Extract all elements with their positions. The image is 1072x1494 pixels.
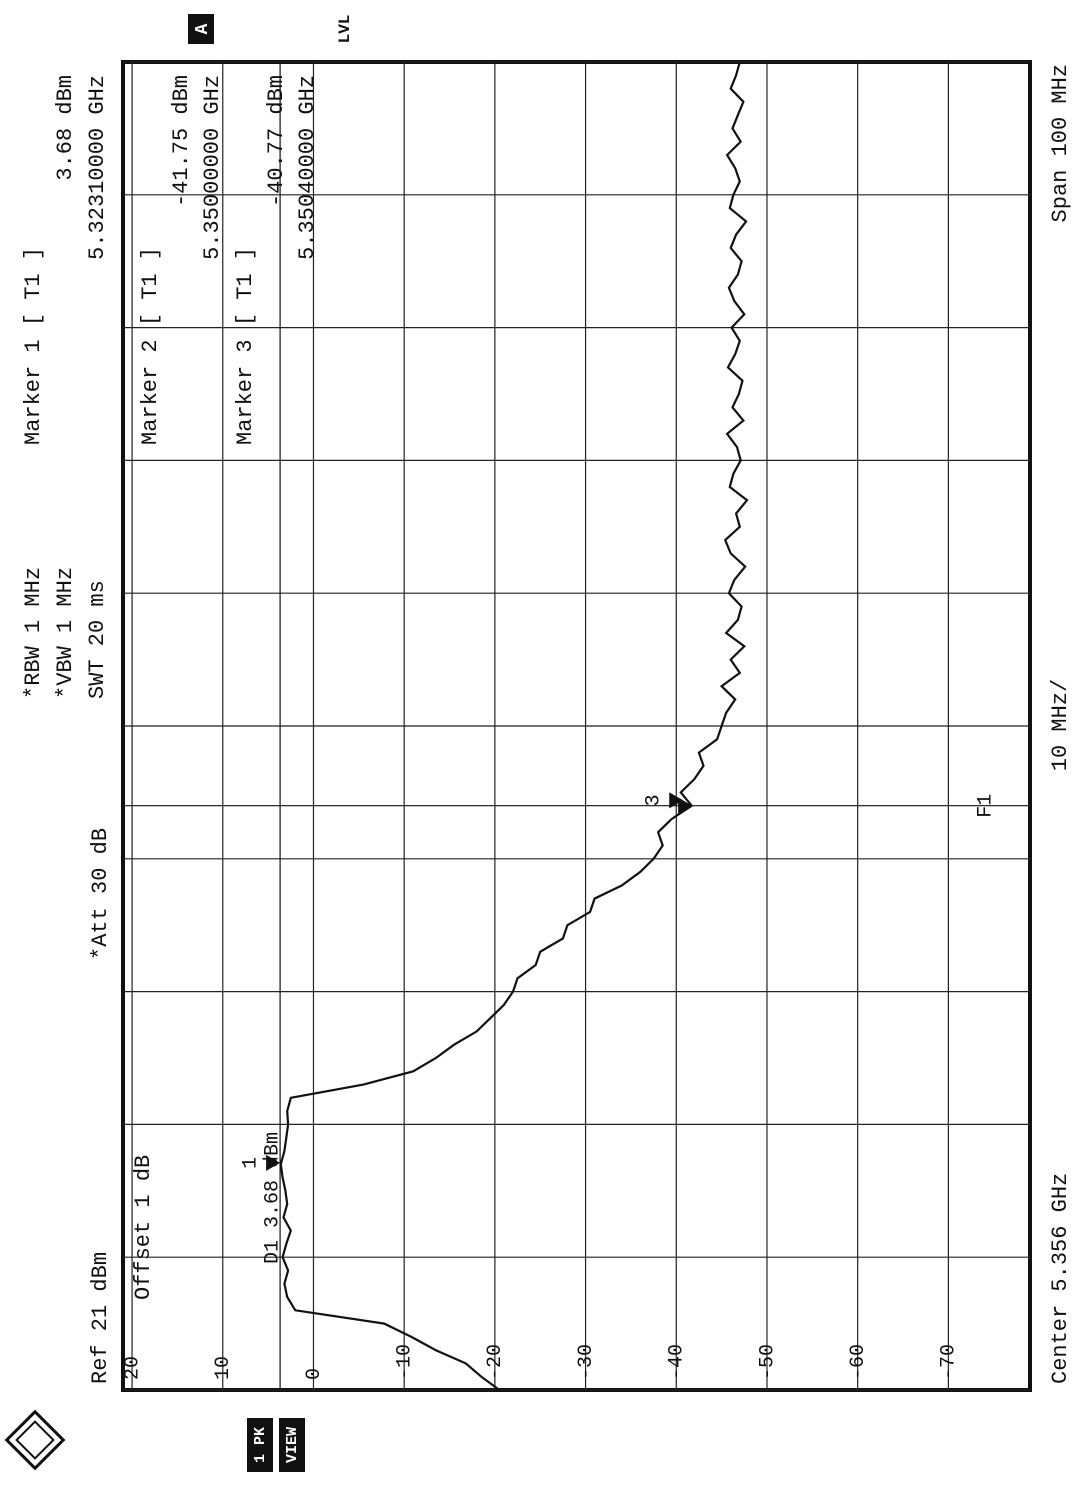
- display-line-label: D1 3.68 dBm: [261, 1132, 284, 1264]
- rs-logo: [4, 1409, 66, 1471]
- marker-level: -41.75 dBm: [169, 75, 194, 207]
- marker-symbol: 3: [643, 794, 666, 806]
- span: Span 100 MHz: [1048, 64, 1072, 222]
- y-tick-label: -20: [484, 1344, 507, 1380]
- trace-badge: A: [193, 23, 213, 34]
- y-tick-label: -50: [756, 1344, 779, 1380]
- marker-glyph: [266, 1154, 281, 1171]
- y-tick-label: 10: [212, 1356, 235, 1380]
- marker-name: Marker 2 [ T1 ]: [138, 247, 163, 445]
- marker-symbol: 1: [239, 1157, 262, 1169]
- rbw: *RBW 1 MHz: [21, 567, 46, 699]
- marker-freq: 5.35040000 GHz: [295, 75, 320, 260]
- vbw: *VBW 1 MHz: [53, 567, 78, 699]
- offset: Offset 1 dB: [131, 1155, 156, 1300]
- freq-line-label: F1: [974, 794, 997, 818]
- trace-mode: 1 PK: [252, 1427, 269, 1463]
- trace-mode-box: [247, 1418, 273, 1472]
- marker-freq: 5.32310000 GHz: [85, 75, 110, 260]
- marker-name: Marker 3 [ T1 ]: [233, 247, 258, 445]
- trace: [279, 61, 749, 1391]
- y-tick-label: -30: [575, 1344, 598, 1380]
- trace-badge-box: [188, 14, 214, 44]
- center-freq: Center 5.356 GHz: [1048, 1173, 1072, 1384]
- marker-name: Marker 1 [ T1 ]: [21, 247, 46, 445]
- attenuation: *Att 30 dB: [88, 828, 113, 960]
- marker-glyph: [669, 792, 684, 809]
- ref-level: Ref 21 dBm: [88, 1252, 113, 1384]
- marker-freq: 5.35000000 GHz: [200, 75, 225, 260]
- trace-mode: VIEW: [284, 1427, 301, 1463]
- y-tick-label: -60: [847, 1344, 870, 1380]
- freq-per-div: 10 MHz/: [1048, 679, 1072, 771]
- swt: SWT 20 ms: [85, 580, 110, 699]
- y-tick-label: -10: [393, 1344, 416, 1380]
- rotated-display: *RBW 1 MHz *VBW 1 MHz SWT 20 ms Ref 21 dBm *…: [4, 14, 1072, 1472]
- marker-glyph: [678, 797, 693, 814]
- level-badge: LVL: [336, 15, 354, 44]
- marker-level: -40.77 dBm: [264, 75, 289, 207]
- y-tick-label: -70: [938, 1344, 961, 1380]
- y-tick-label: 0: [303, 1368, 326, 1380]
- trace-mode-box: [279, 1418, 305, 1472]
- y-tick-label: -40: [666, 1344, 689, 1380]
- marker-level: 3.68 dBm: [53, 75, 78, 181]
- y-tick-label: 20: [121, 1356, 144, 1380]
